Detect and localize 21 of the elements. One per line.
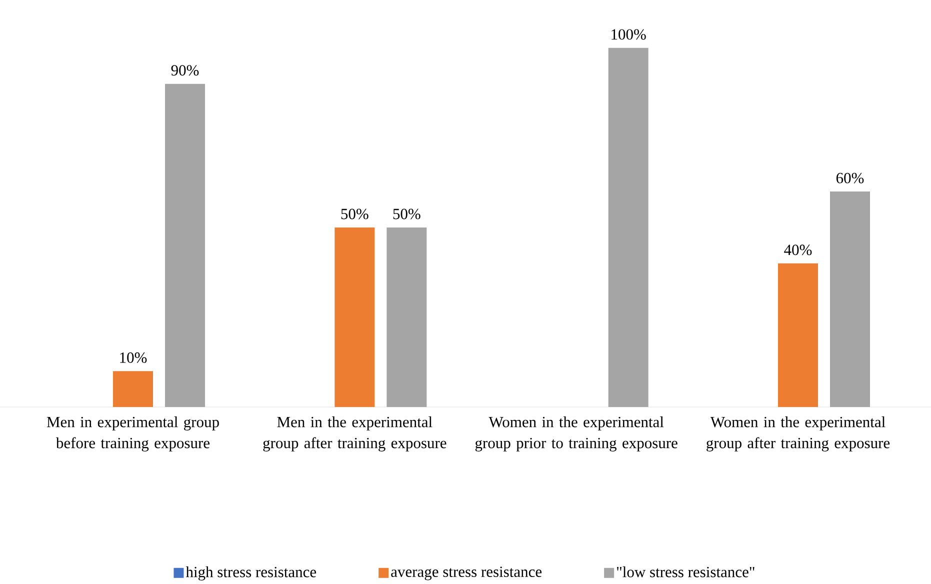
data-label: 10%	[120, 352, 147, 363]
x-tick-label: Men in experimental group before training exposure	[46, 416, 219, 452]
x-tick-label: Women in the experimental group after training exposure	[706, 416, 890, 452]
bar	[608, 48, 648, 407]
bar	[386, 227, 427, 407]
bar	[778, 263, 818, 407]
data-label: 50%	[393, 208, 420, 220]
bar	[113, 371, 154, 407]
bar	[165, 84, 205, 407]
legend-label: average stress resistance	[391, 566, 542, 580]
bar	[830, 192, 870, 407]
data-label: 60%	[836, 172, 864, 184]
data-label: 100%	[612, 29, 646, 40]
x-tick-label: Women in the experimental group prior to training exposure	[475, 416, 678, 452]
legend-label: high stress resistance	[186, 566, 316, 580]
x-tick-label: Men in the experimental group after training exposure	[263, 416, 446, 452]
bar	[334, 227, 375, 407]
data-label: 90%	[171, 65, 199, 76]
legend-label: "low stress resistance"	[617, 566, 754, 578]
data-label: 40%	[784, 244, 812, 256]
data-label: 50%	[341, 208, 368, 220]
